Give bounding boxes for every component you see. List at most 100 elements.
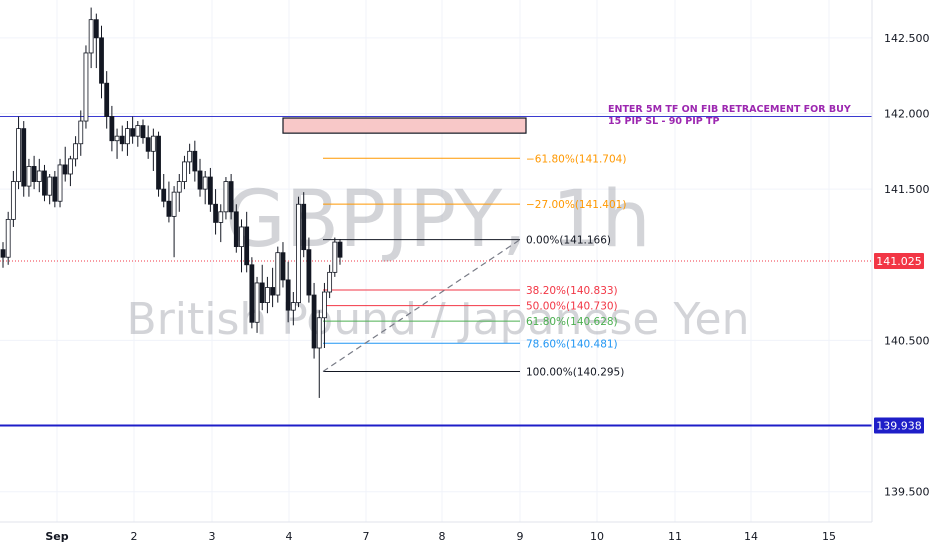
candle-body [301,203,307,251]
candle-body [213,203,218,223]
time-tick-label: 11 [668,530,682,543]
candle-body [296,203,301,304]
time-tick-label: 8 [439,530,446,543]
candle-body [47,176,53,196]
candle-body [223,181,229,213]
candles [0,7,343,398]
time-tick-label: 10 [590,530,604,543]
candle-body [311,294,317,349]
time-tick-label: 9 [517,530,524,543]
candle-body [119,135,125,145]
time-tick-label: 3 [209,530,216,543]
candle-body [337,241,343,258]
candle-body [171,191,177,217]
candle-body [322,291,327,319]
price-axis[interactable]: 142.500 142.000 141.500 140.500 139.500 [884,32,930,499]
candle-body [192,150,198,172]
candle-body [150,135,156,152]
current-price-badge-label: 141.025 [876,255,922,268]
candle-body [182,161,187,182]
zone-rectangle[interactable] [282,117,527,134]
time-tick-label: 2 [131,530,138,543]
support-price-badge [874,417,924,434]
candle-body [249,264,255,323]
candle-body [327,271,333,293]
candle-body [176,181,182,193]
candle-body [270,287,276,296]
supply-zone[interactable] [282,117,527,134]
fib-level-label: 0.00%(141.166) [526,235,611,247]
candle-body [68,158,73,175]
time-tick-label: Sep [45,530,68,543]
candle-body [26,166,32,187]
fib-level-label: 61.80%(140.628) [526,316,618,328]
candle-body [42,170,47,196]
candle-body [306,249,312,296]
candle-body [109,116,115,142]
watermark: GBPJPY, 1h British Pound / Japanese Yen [127,175,750,345]
candle-body [88,19,94,54]
fib-level-label: 78.60%(140.481) [526,338,618,350]
candle-body [57,164,63,202]
candle-body [125,128,130,145]
support-price-badge-label: 139.938 [876,419,922,432]
price-badges: 141.025 139.938 [874,253,924,434]
symbol-watermark: GBPJPY, 1h [225,175,651,265]
fib-level-label: 100.00%(140.295) [526,366,624,378]
candle-body [228,181,234,213]
candle-body [83,52,89,122]
candle-body [140,125,146,139]
candle-body [332,241,338,273]
price-tick-label: 141.500 [884,183,930,196]
candle-body [259,282,265,304]
candle-body [93,19,99,39]
time-tick-label: 14 [744,530,758,543]
candle-body [21,128,27,187]
time-tick-label: 4 [286,530,293,543]
candle-body [0,249,6,258]
time-tick-label: 7 [363,530,370,543]
fib-level-label: 38.20%(140.833) [526,285,618,297]
candle-body [114,135,120,142]
fib-retracement[interactable]: −61.80%(141.704) −27.00%(141.401) 0.00%(14… [322,153,626,378]
candle-body [5,218,11,258]
time-tick-label: 15 [822,530,836,543]
candle-body [104,82,110,117]
candle-body [197,170,203,190]
candle-body [285,279,291,311]
price-tick-label: 142.500 [884,32,930,45]
price-tick-label: 139.500 [884,486,930,499]
time-axis[interactable]: Sep 2 3 4 7 8 9 10 11 14 15 [45,530,836,543]
candle-body [265,287,270,304]
candle-body [78,120,84,145]
description-watermark: British Pound / Japanese Yen [127,294,750,345]
fib-level-label: −27.00%(141.401) [526,199,626,211]
candle-body [16,128,21,182]
candle-body [187,150,193,163]
current-price-badge [874,253,924,269]
candle-body [130,128,136,137]
candle-body [99,37,104,84]
candle-body [218,211,224,223]
trade-note: ENTER 5M TF ON FIB RETRACEMENT FOR BUY 1… [608,104,851,127]
candle-body [31,166,37,182]
candle-body [145,137,151,152]
price-tick-label: 140.500 [884,334,930,347]
candle-body [156,135,161,190]
candle-body [135,125,141,137]
fib-level-label: 50.00%(140.730) [526,301,618,313]
candle-body [62,164,68,175]
candle-body [290,302,296,311]
fib-level-label: −61.80%(141.704) [526,153,626,165]
candle-body [239,226,244,248]
candle-body [254,282,260,323]
candle-body [52,176,58,202]
candle-body [36,170,42,182]
candle-body [161,188,167,202]
note-line-2: 15 PIP SL - 90 PIP TP [608,116,720,127]
price-tick-label: 142.000 [884,107,930,120]
candle-body [233,211,239,248]
candle-body [244,226,250,266]
candle-body [202,176,208,190]
